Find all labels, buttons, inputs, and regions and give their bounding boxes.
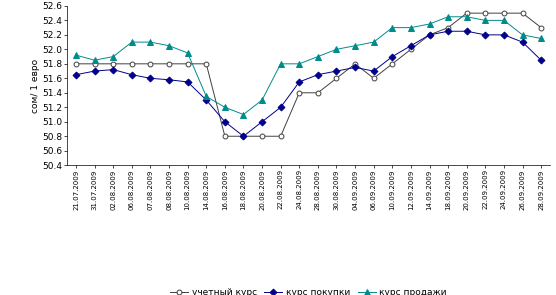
курс покупки [445, 30, 451, 33]
учетный курс [91, 62, 98, 65]
учетный курс [500, 12, 507, 15]
курс продажи [370, 40, 377, 44]
курс покупки [482, 33, 489, 37]
курс покупки [463, 30, 470, 33]
курс продажи [538, 37, 544, 40]
курс продажи [296, 62, 302, 65]
курс продажи [147, 40, 154, 44]
курс продажи [482, 19, 489, 22]
курс покупки [389, 55, 396, 58]
курс покупки [73, 73, 80, 76]
курс покупки [147, 76, 154, 80]
курс покупки [315, 73, 321, 76]
курс продажи [500, 19, 507, 22]
курс покупки [519, 40, 526, 44]
учетный курс [73, 62, 80, 65]
курс продажи [352, 44, 359, 47]
учетный курс [147, 62, 154, 65]
курс продажи [333, 47, 340, 51]
учетный курс [352, 62, 359, 65]
курс покупки [259, 120, 265, 124]
Y-axis label: сом/ 1 евро: сом/ 1 евро [31, 58, 39, 113]
курс продажи [259, 98, 265, 102]
учетный курс [128, 62, 135, 65]
курс покупки [370, 69, 377, 73]
учетный курс [240, 135, 247, 138]
курс покупки [277, 106, 284, 109]
курс продажи [389, 26, 396, 30]
курс продажи [277, 62, 284, 65]
курс продажи [91, 58, 98, 62]
учетный курс [277, 135, 284, 138]
учетный курс [203, 62, 210, 65]
курс продажи [240, 113, 247, 116]
курс покупки [221, 120, 228, 124]
учетный курс [370, 76, 377, 80]
учетный курс [389, 62, 396, 65]
курс покупки [203, 98, 210, 102]
учетный курс [538, 26, 544, 30]
курс продажи [315, 55, 321, 58]
учетный курс [482, 12, 489, 15]
курс продажи [73, 53, 80, 57]
курс покупки [500, 33, 507, 37]
Legend: учетный курс, курс покупки, курс продажи: учетный курс, курс покупки, курс продажи [167, 284, 450, 295]
курс покупки [538, 58, 544, 62]
курс покупки [91, 69, 98, 73]
курс покупки [333, 69, 340, 73]
курс покупки [184, 80, 191, 84]
курс продажи [426, 22, 433, 26]
учетный курс [408, 47, 414, 51]
курс продажи [184, 51, 191, 55]
курс покупки [110, 68, 117, 71]
учетный курс [259, 135, 265, 138]
курс продажи [221, 106, 228, 109]
Line: курс продажи: курс продажи [73, 14, 544, 117]
учетный курс [110, 62, 117, 65]
Line: учетный курс: учетный курс [73, 11, 544, 139]
курс продажи [519, 33, 526, 37]
курс покупки [240, 135, 247, 138]
учетный курс [184, 62, 191, 65]
курс продажи [203, 95, 210, 98]
курс продажи [463, 15, 470, 19]
учетный курс [315, 91, 321, 95]
курс продажи [408, 26, 414, 30]
курс продажи [166, 44, 172, 47]
курс покупки [408, 44, 414, 47]
курс покупки [166, 78, 172, 81]
учетный курс [333, 76, 340, 80]
учетный курс [221, 135, 228, 138]
курс покупки [426, 33, 433, 37]
учетный курс [445, 26, 451, 30]
курс покупки [128, 73, 135, 76]
учетный курс [166, 62, 172, 65]
курс продажи [445, 15, 451, 19]
учетный курс [296, 91, 302, 95]
курс продажи [110, 55, 117, 58]
учетный курс [463, 12, 470, 15]
курс продажи [128, 40, 135, 44]
Line: курс покупки: курс покупки [73, 29, 544, 139]
учетный курс [426, 33, 433, 37]
учетный курс [519, 12, 526, 15]
курс покупки [352, 66, 359, 69]
курс покупки [296, 80, 302, 84]
